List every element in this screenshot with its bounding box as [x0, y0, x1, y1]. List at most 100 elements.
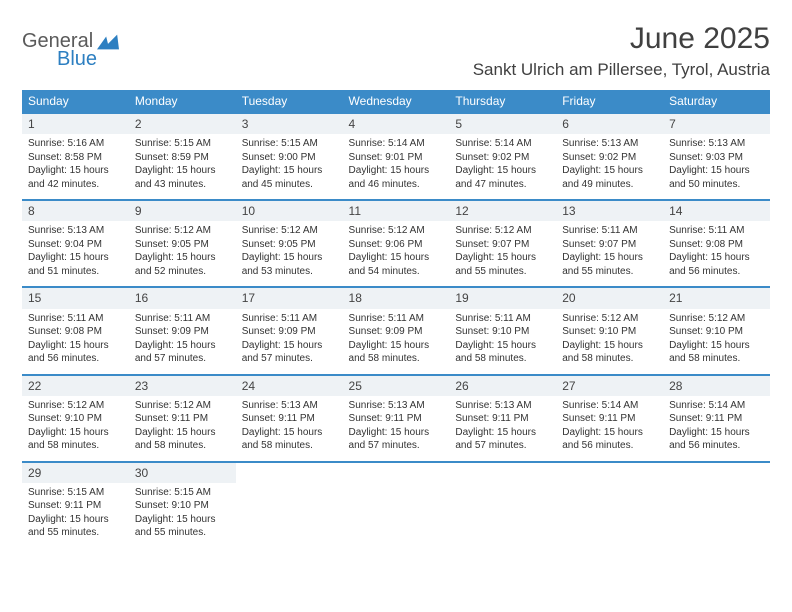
header: General Blue June 2025 Sankt Ulrich am P…	[22, 22, 770, 80]
weekday-header: Monday	[129, 90, 236, 113]
sunrise-line: Sunrise: 5:14 AM	[349, 137, 444, 151]
sunrise-line: Sunrise: 5:11 AM	[135, 312, 230, 326]
sunrise-line: Sunrise: 5:14 AM	[669, 399, 764, 413]
calendar-table: Sunday Monday Tuesday Wednesday Thursday…	[22, 90, 770, 548]
daylight-line: Daylight: 15 hours and 45 minutes.	[242, 164, 337, 191]
sunset-line: Sunset: 9:10 PM	[28, 412, 123, 426]
daylight-line: Daylight: 15 hours and 57 minutes.	[242, 339, 337, 366]
location: Sankt Ulrich am Pillersee, Tyrol, Austri…	[473, 60, 770, 80]
sunrise-line: Sunrise: 5:12 AM	[669, 312, 764, 326]
daylight-line: Daylight: 15 hours and 55 minutes.	[135, 513, 230, 540]
day-number: 5	[449, 114, 556, 134]
sunset-line: Sunset: 9:02 PM	[562, 151, 657, 165]
daylight-line: Daylight: 15 hours and 58 minutes.	[455, 339, 550, 366]
calendar-day-cell: 25Sunrise: 5:13 AMSunset: 9:11 PMDayligh…	[343, 375, 450, 462]
daylight-line: Daylight: 15 hours and 58 minutes.	[562, 339, 657, 366]
calendar-day-cell: 6Sunrise: 5:13 AMSunset: 9:02 PMDaylight…	[556, 113, 663, 200]
sunrise-line: Sunrise: 5:12 AM	[455, 224, 550, 238]
day-number: 22	[22, 376, 129, 396]
day-number: 13	[556, 201, 663, 221]
calendar-day-cell: 29Sunrise: 5:15 AMSunset: 9:11 PMDayligh…	[22, 462, 129, 548]
sunrise-line: Sunrise: 5:12 AM	[135, 224, 230, 238]
day-number: 16	[129, 288, 236, 308]
calendar-day-cell: 14Sunrise: 5:11 AMSunset: 9:08 PMDayligh…	[663, 200, 770, 287]
calendar-day-cell: 15Sunrise: 5:11 AMSunset: 9:08 PMDayligh…	[22, 287, 129, 374]
day-number: 28	[663, 376, 770, 396]
weekday-header: Tuesday	[236, 90, 343, 113]
daylight-line: Daylight: 15 hours and 43 minutes.	[135, 164, 230, 191]
daylight-line: Daylight: 15 hours and 55 minutes.	[562, 251, 657, 278]
day-number: 29	[22, 463, 129, 483]
day-number: 4	[343, 114, 450, 134]
sunset-line: Sunset: 9:04 PM	[28, 238, 123, 252]
day-number: 6	[556, 114, 663, 134]
day-number: 8	[22, 201, 129, 221]
sunrise-line: Sunrise: 5:12 AM	[28, 399, 123, 413]
daylight-line: Daylight: 15 hours and 58 minutes.	[242, 426, 337, 453]
calendar-day-cell: 19Sunrise: 5:11 AMSunset: 9:10 PMDayligh…	[449, 287, 556, 374]
day-number: 21	[663, 288, 770, 308]
sunset-line: Sunset: 9:11 PM	[669, 412, 764, 426]
calendar-day-cell: 7Sunrise: 5:13 AMSunset: 9:03 PMDaylight…	[663, 113, 770, 200]
sunset-line: Sunset: 9:08 PM	[28, 325, 123, 339]
daylight-line: Daylight: 15 hours and 58 minutes.	[28, 426, 123, 453]
daylight-line: Daylight: 15 hours and 42 minutes.	[28, 164, 123, 191]
day-number: 11	[343, 201, 450, 221]
calendar-week-row: 1Sunrise: 5:16 AMSunset: 8:58 PMDaylight…	[22, 113, 770, 200]
daylight-line: Daylight: 15 hours and 51 minutes.	[28, 251, 123, 278]
day-number: 23	[129, 376, 236, 396]
day-number: 30	[129, 463, 236, 483]
sunset-line: Sunset: 9:02 PM	[455, 151, 550, 165]
day-number: 3	[236, 114, 343, 134]
calendar-day-cell: 20Sunrise: 5:12 AMSunset: 9:10 PMDayligh…	[556, 287, 663, 374]
sunset-line: Sunset: 9:09 PM	[349, 325, 444, 339]
sunrise-line: Sunrise: 5:13 AM	[242, 399, 337, 413]
calendar-day-cell: 24Sunrise: 5:13 AMSunset: 9:11 PMDayligh…	[236, 375, 343, 462]
weekday-header: Thursday	[449, 90, 556, 113]
sunrise-line: Sunrise: 5:11 AM	[242, 312, 337, 326]
calendar-day-cell	[449, 462, 556, 548]
day-number: 17	[236, 288, 343, 308]
calendar-day-cell: 11Sunrise: 5:12 AMSunset: 9:06 PMDayligh…	[343, 200, 450, 287]
daylight-line: Daylight: 15 hours and 52 minutes.	[135, 251, 230, 278]
sunrise-line: Sunrise: 5:15 AM	[242, 137, 337, 151]
calendar-day-cell: 4Sunrise: 5:14 AMSunset: 9:01 PMDaylight…	[343, 113, 450, 200]
sunrise-line: Sunrise: 5:13 AM	[562, 137, 657, 151]
sunrise-line: Sunrise: 5:15 AM	[135, 137, 230, 151]
sunset-line: Sunset: 9:05 PM	[135, 238, 230, 252]
weekday-header: Saturday	[663, 90, 770, 113]
calendar-day-cell: 18Sunrise: 5:11 AMSunset: 9:09 PMDayligh…	[343, 287, 450, 374]
calendar-day-cell: 1Sunrise: 5:16 AMSunset: 8:58 PMDaylight…	[22, 113, 129, 200]
sunset-line: Sunset: 9:01 PM	[349, 151, 444, 165]
sunrise-line: Sunrise: 5:12 AM	[349, 224, 444, 238]
calendar-day-cell: 21Sunrise: 5:12 AMSunset: 9:10 PMDayligh…	[663, 287, 770, 374]
calendar-week-row: 15Sunrise: 5:11 AMSunset: 9:08 PMDayligh…	[22, 287, 770, 374]
sunrise-line: Sunrise: 5:14 AM	[562, 399, 657, 413]
calendar-week-row: 29Sunrise: 5:15 AMSunset: 9:11 PMDayligh…	[22, 462, 770, 548]
calendar-day-cell	[663, 462, 770, 548]
sunrise-line: Sunrise: 5:14 AM	[455, 137, 550, 151]
calendar-day-cell: 10Sunrise: 5:12 AMSunset: 9:05 PMDayligh…	[236, 200, 343, 287]
daylight-line: Daylight: 15 hours and 55 minutes.	[455, 251, 550, 278]
sunset-line: Sunset: 9:07 PM	[562, 238, 657, 252]
weekday-header: Friday	[556, 90, 663, 113]
sunset-line: Sunset: 9:10 PM	[135, 499, 230, 513]
calendar-day-cell: 13Sunrise: 5:11 AMSunset: 9:07 PMDayligh…	[556, 200, 663, 287]
day-number: 20	[556, 288, 663, 308]
calendar-day-cell: 9Sunrise: 5:12 AMSunset: 9:05 PMDaylight…	[129, 200, 236, 287]
sunset-line: Sunset: 9:09 PM	[135, 325, 230, 339]
sunset-line: Sunset: 9:09 PM	[242, 325, 337, 339]
sunset-line: Sunset: 9:05 PM	[242, 238, 337, 252]
sunset-line: Sunset: 9:11 PM	[562, 412, 657, 426]
calendar-day-cell	[236, 462, 343, 548]
calendar-day-cell: 23Sunrise: 5:12 AMSunset: 9:11 PMDayligh…	[129, 375, 236, 462]
day-number: 1	[22, 114, 129, 134]
sunrise-line: Sunrise: 5:11 AM	[28, 312, 123, 326]
sunrise-line: Sunrise: 5:13 AM	[669, 137, 764, 151]
day-number: 7	[663, 114, 770, 134]
sunrise-line: Sunrise: 5:12 AM	[562, 312, 657, 326]
sunrise-line: Sunrise: 5:12 AM	[135, 399, 230, 413]
daylight-line: Daylight: 15 hours and 56 minutes.	[669, 251, 764, 278]
calendar-day-cell: 8Sunrise: 5:13 AMSunset: 9:04 PMDaylight…	[22, 200, 129, 287]
day-number: 24	[236, 376, 343, 396]
